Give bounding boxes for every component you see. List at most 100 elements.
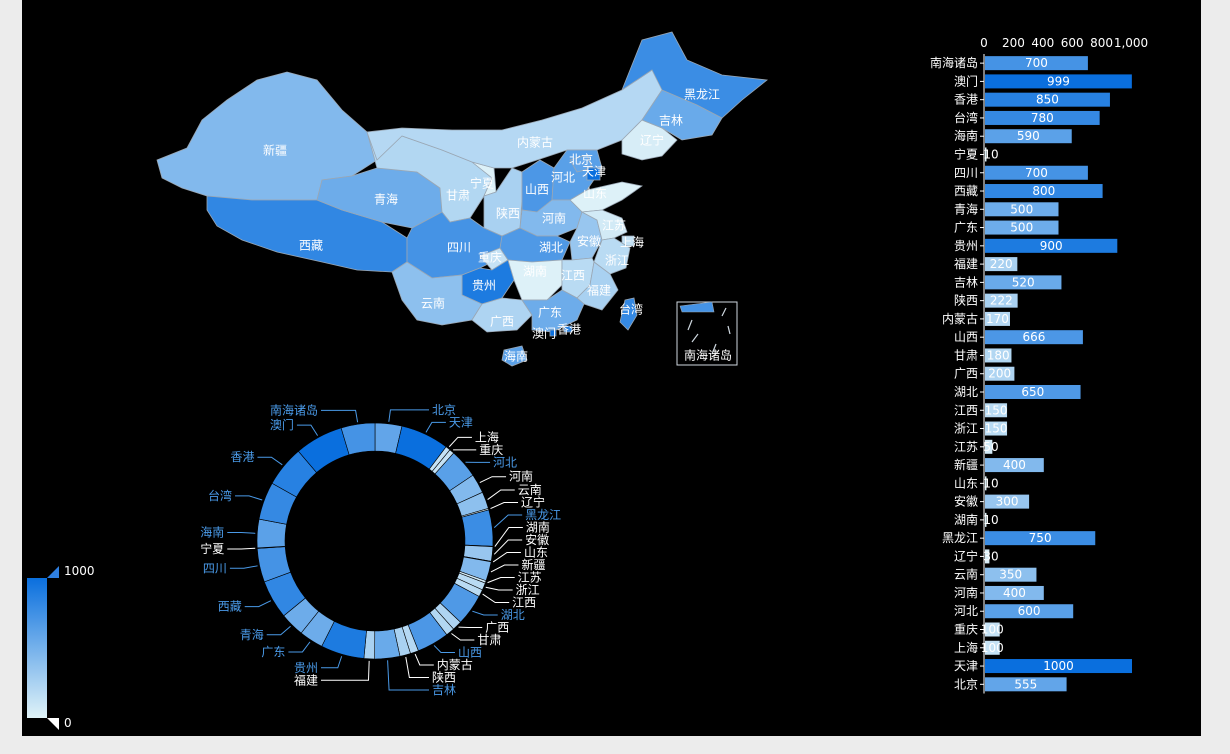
donut-leader-e8a5bfe8978f [244,600,272,608]
donut-label-e79498e88283: 甘肃 [477,633,501,647]
bar-category-label-e5b9bfe4b89c: 广东 [954,221,978,235]
donut-label-e58685e89299e58fa4: 内蒙古 [437,657,473,672]
bar-category-label-e6b599e6b19f: 浙江 [954,422,978,436]
map-label-e58c97e4baac: 北京 [569,153,593,167]
bar-e5b1b1e8a5bf[interactable] [985,330,1083,345]
province-e6b5b7e58d97[interactable] [501,345,528,367]
donut-leader-e6b599e6b19f [485,586,513,591]
bar-e696b0e79686[interactable] [985,458,1044,473]
donut-leader-e5a4a9e6b4a5 [425,421,446,433]
visual-map-legend[interactable]: 1000 0 [22,0,1201,736]
bar-e9878de5ba86[interactable] [985,622,1000,637]
donut-slice-e58d97e6b5b7e8afb8e5b29b[interactable] [340,422,376,456]
island-dash [691,333,699,343]
province-e6b996e58c97[interactable] [499,227,571,263]
province-e58fb0e6b9be[interactable] [619,297,638,331]
donut-label-e9a699e6b8af: 香港 [230,450,254,464]
province-e5a4a9e6b4a5[interactable] [586,167,601,181]
bar-e8bebde5ae81[interactable] [985,549,990,564]
bar-e4ba91e58d97[interactable] [985,567,1037,582]
donut-slices[interactable] [256,422,494,660]
bar-value-label-e4b88ae6b5b7: 100 [981,641,1004,655]
bar-category-label-e4ba91e58d97: 云南 [954,567,978,582]
province-e9a699e6b8af[interactable] [563,325,573,333]
donut-leader-e6b5b7e58d97 [227,532,256,534]
bar-e6b19fe8a5bf[interactable] [985,403,1008,418]
province-e6b996e58d97[interactable] [507,259,563,301]
map-label-e79498e88283: 甘肃 [446,189,470,203]
bar-value-label-e6beb3e997a8: 999 [1047,74,1070,88]
province-e5b9bfe4b89c[interactable] [521,289,585,333]
south-china-sea-inset[interactable] [676,301,738,366]
island-dash [727,325,731,335]
bar-e5ae89e5bebd[interactable] [985,494,1030,509]
bar-e99995e8a5bf[interactable] [985,293,1018,308]
bar-e8b4b5e5b79e[interactable] [985,238,1118,253]
bar-category-label-e8b4b5e5b79e: 贵州 [954,239,978,253]
donut-chart[interactable]: 北京天津上海重庆河北河南云南辽宁黑龙江湖南安徽山东新疆江苏浙江江西湖北广西甘肃山… [22,0,1201,736]
bar-e58fb0e6b9be[interactable] [985,110,1100,125]
bar-e6b996e58c97[interactable] [985,384,1081,399]
bar-x-tick-label: 0 [980,36,988,50]
bar-e6beb3e997a8[interactable] [985,74,1132,89]
bar-e99d92e6b5b7[interactable] [985,202,1059,217]
bar-category-label-e99d92e6b5b7: 青海 [954,201,978,216]
bar-category-label-e59089e69e97: 吉林 [954,275,978,289]
bar-category-label-e5ae89e5bebd: 安徽 [954,494,978,509]
map-provinces[interactable] [156,31,769,367]
bar-e5b1b1e4b89c[interactable] [985,476,987,491]
bar-value-label-e4ba91e58d97: 350 [999,568,1022,582]
bar-e6b19fe88b8f[interactable] [985,439,993,454]
visual-map-max-handle[interactable] [47,566,59,578]
bar-series[interactable]: 南海诸岛 700 澳门 999 香港 850 台湾 780 海南 590 宁夏 10 四川 700 西藏 80… [930,55,1132,692]
bar-e5ae81e5a48f[interactable] [985,147,987,162]
bar-e6b5b7e58d97[interactable] [985,129,1072,144]
bar-value-label-e5b9bfe4b89c: 500 [1010,221,1033,235]
bar-e6b996e58d97[interactable] [985,512,987,527]
bar-e5b9bfe4b89c[interactable] [985,220,1059,235]
province-e6b19fe88b8f[interactable] [580,209,628,241]
bar-value-label-e5b1b1e4b89c: 10 [983,476,998,490]
map-label-e9878de5ba86: 重庆 [478,251,502,265]
province-e6beb3e997a8[interactable] [549,329,557,337]
bar-e6b2b3e58c97[interactable] [985,604,1074,619]
bar-e8a5bfe8978f[interactable] [985,184,1103,199]
bar-e9bb91e9be99e6b19f[interactable] [985,531,1096,546]
bar-e4b88ae6b5b7[interactable] [985,640,1000,655]
bar-e6b2b3e58d97[interactable] [985,585,1044,600]
bar-x-tick-label: 800 [1090,36,1113,50]
bar-e79498e88283[interactable] [985,348,1012,363]
bar-e59b9be5b79d[interactable] [985,165,1088,180]
bar-category-label-e6b19fe8a5bf: 江西 [954,403,978,417]
bar-e58c97e4baac[interactable] [985,677,1067,692]
donut-label-e59089e69e97: 吉林 [432,683,456,697]
bar-e9a699e6b8af[interactable] [985,92,1110,107]
bar-e5b9bfe8a5bf[interactable] [985,366,1015,381]
bar-category-label-e4b88ae6b5b7: 上海 [954,640,978,655]
donut-label-e5b9bfe8a5bf: 广西 [485,621,509,635]
bar-e5a4a9e6b4a5[interactable] [985,659,1132,674]
bar-e58d97e6b5b7e8afb8e5b29b[interactable] [985,56,1088,71]
bar-e6b599e6b19f[interactable] [985,421,1008,436]
island-dash [687,319,693,331]
visual-map-min-handle[interactable] [47,718,59,730]
donut-leader-e99d92e6b5b7 [266,625,291,636]
donut-leader-e58d97e6b5b7e8afb8e5b29b [321,409,359,423]
map-label-e5b1b1e8a5bf: 山西 [525,183,549,197]
donut-label-e58d97e6b5b7e8afb8e5b29b: 南海诸岛 [270,402,318,417]
bar-e58685e89299e58fa4[interactable] [985,311,1010,326]
bar-e59089e69e97[interactable] [985,275,1062,290]
bar-category-label-e6b2b3e58c97: 河北 [954,604,978,618]
bar-category-label-e6b2b3e58d97: 河南 [954,585,978,600]
province-e9bb91e9be99e6b19f[interactable] [621,31,769,119]
donut-leader-e59b9be5b79d [229,565,258,569]
province-south-china-sea-islands[interactable] [679,301,715,313]
bar-value-label-e9a699e6b8af: 850 [1036,93,1059,107]
bar-e7a68fe5bbba[interactable] [985,257,1018,272]
map-label-e8bebde5ae81: 辽宁 [640,133,664,148]
bar-x-tick-label: 1,000 [1114,36,1148,50]
island-dash [711,343,717,355]
visual-map-bar[interactable] [27,578,47,718]
